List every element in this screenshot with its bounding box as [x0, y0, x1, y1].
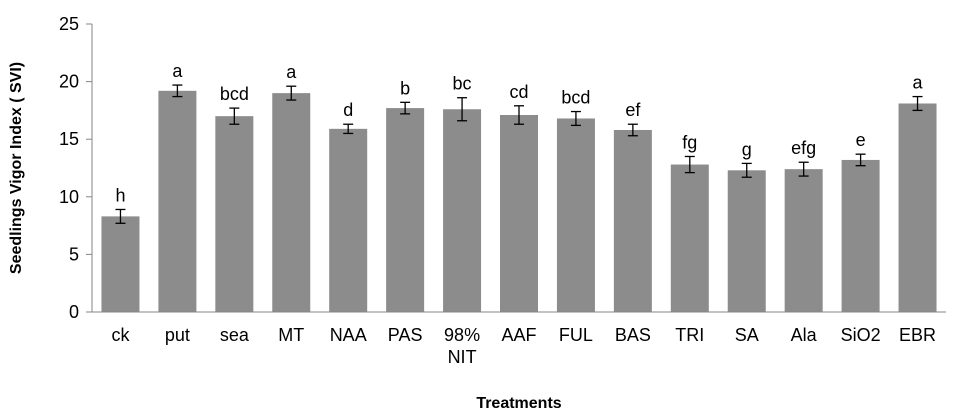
x-tick-label-7: AAF — [501, 325, 536, 345]
x-tick-label-12: Ala — [791, 325, 818, 345]
x-tick-label-13: SiO2 — [841, 325, 881, 345]
bar-4 — [329, 128, 368, 312]
significance-label-7: cd — [509, 82, 528, 102]
error-bar-0 — [115, 208, 126, 224]
x-tick-label-10: TRI — [675, 325, 704, 345]
x-tick-label-0: ck — [111, 325, 130, 345]
bar-6 — [443, 109, 482, 312]
significance-label-4: d — [343, 100, 353, 120]
x-axis-title: Treatments — [476, 395, 561, 412]
significance-label-5: b — [400, 78, 410, 98]
bar-7 — [500, 115, 538, 313]
significance-label-9: ef — [625, 100, 641, 120]
error-bar-13 — [855, 153, 866, 167]
significance-label-2: bcd — [220, 84, 249, 104]
significance-label-12: efg — [791, 138, 816, 158]
bar-12 — [784, 169, 823, 312]
bar-5 — [386, 108, 425, 312]
significance-label-0: h — [115, 185, 125, 205]
significance-label-13: e — [856, 130, 866, 150]
error-bar-7 — [514, 105, 524, 125]
y-tick-label: 5 — [69, 244, 79, 264]
y-tick-label: 20 — [59, 72, 79, 92]
bar-2 — [215, 116, 254, 312]
significance-label-6: bc — [453, 74, 472, 94]
significance-label-10: fg — [682, 132, 697, 152]
error-bar-6 — [457, 97, 468, 122]
error-bar-11 — [741, 162, 752, 178]
bar-0 — [101, 216, 140, 312]
y-axis-title: Seedlings Vigor Index ( SVI) — [8, 62, 25, 274]
bars — [101, 90, 937, 313]
bar-9 — [613, 129, 652, 312]
x-tick-label-8: FUL — [559, 325, 593, 345]
error-bars — [115, 84, 923, 224]
x-tick-label-6: 98% NIT — [444, 325, 480, 367]
significance-label-3: a — [286, 62, 297, 82]
bar-3 — [272, 93, 311, 313]
bar-11 — [727, 170, 766, 312]
bar-8 — [556, 118, 595, 313]
error-bar-8 — [570, 110, 581, 127]
x-tick-label-4: NAA — [330, 325, 367, 345]
y-tick-label: 0 — [69, 302, 79, 322]
significance-label-1: a — [172, 61, 183, 81]
significance-label-8: bcd — [561, 88, 590, 108]
x-tick-label-5: PAS — [388, 325, 423, 345]
significance-label-11: g — [742, 139, 752, 159]
significance-labels: h a bcd a d b bc cd bcd ef fg g efg e a — [115, 61, 923, 205]
error-bar-14 — [912, 95, 923, 112]
x-axis: ck put sea MT NAA PAS 98% NIT AAF FUL BAS TRI SA Ala S… — [92, 311, 946, 367]
error-bar-2 — [229, 107, 240, 125]
x-tick-label-2: sea — [220, 325, 250, 345]
x-tick-label-14: EBR — [899, 325, 936, 345]
y-tick-label: 15 — [59, 129, 79, 149]
error-bar-9 — [627, 123, 638, 137]
bar-1 — [158, 90, 197, 312]
error-bar-3 — [286, 85, 297, 101]
y-tick-label: 25 — [59, 14, 79, 34]
bar-13 — [841, 159, 880, 312]
error-bar-5 — [400, 101, 411, 115]
error-bar-10 — [684, 155, 695, 174]
error-bar-12 — [798, 161, 809, 177]
x-tick-label-3: MT — [278, 325, 304, 345]
x-tick-label-11: SA — [735, 325, 759, 345]
error-bar-1 — [172, 84, 183, 98]
bar-14 — [898, 103, 937, 312]
y-axis: 0 5 10 15 20 25 — [59, 14, 93, 322]
x-tick-label-1: put — [165, 325, 190, 345]
bar-10 — [670, 164, 709, 312]
x-tick-label-9: BAS — [615, 325, 651, 345]
error-bar-4 — [343, 123, 354, 135]
significance-label-14: a — [913, 73, 924, 93]
y-tick-label: 10 — [59, 187, 79, 207]
